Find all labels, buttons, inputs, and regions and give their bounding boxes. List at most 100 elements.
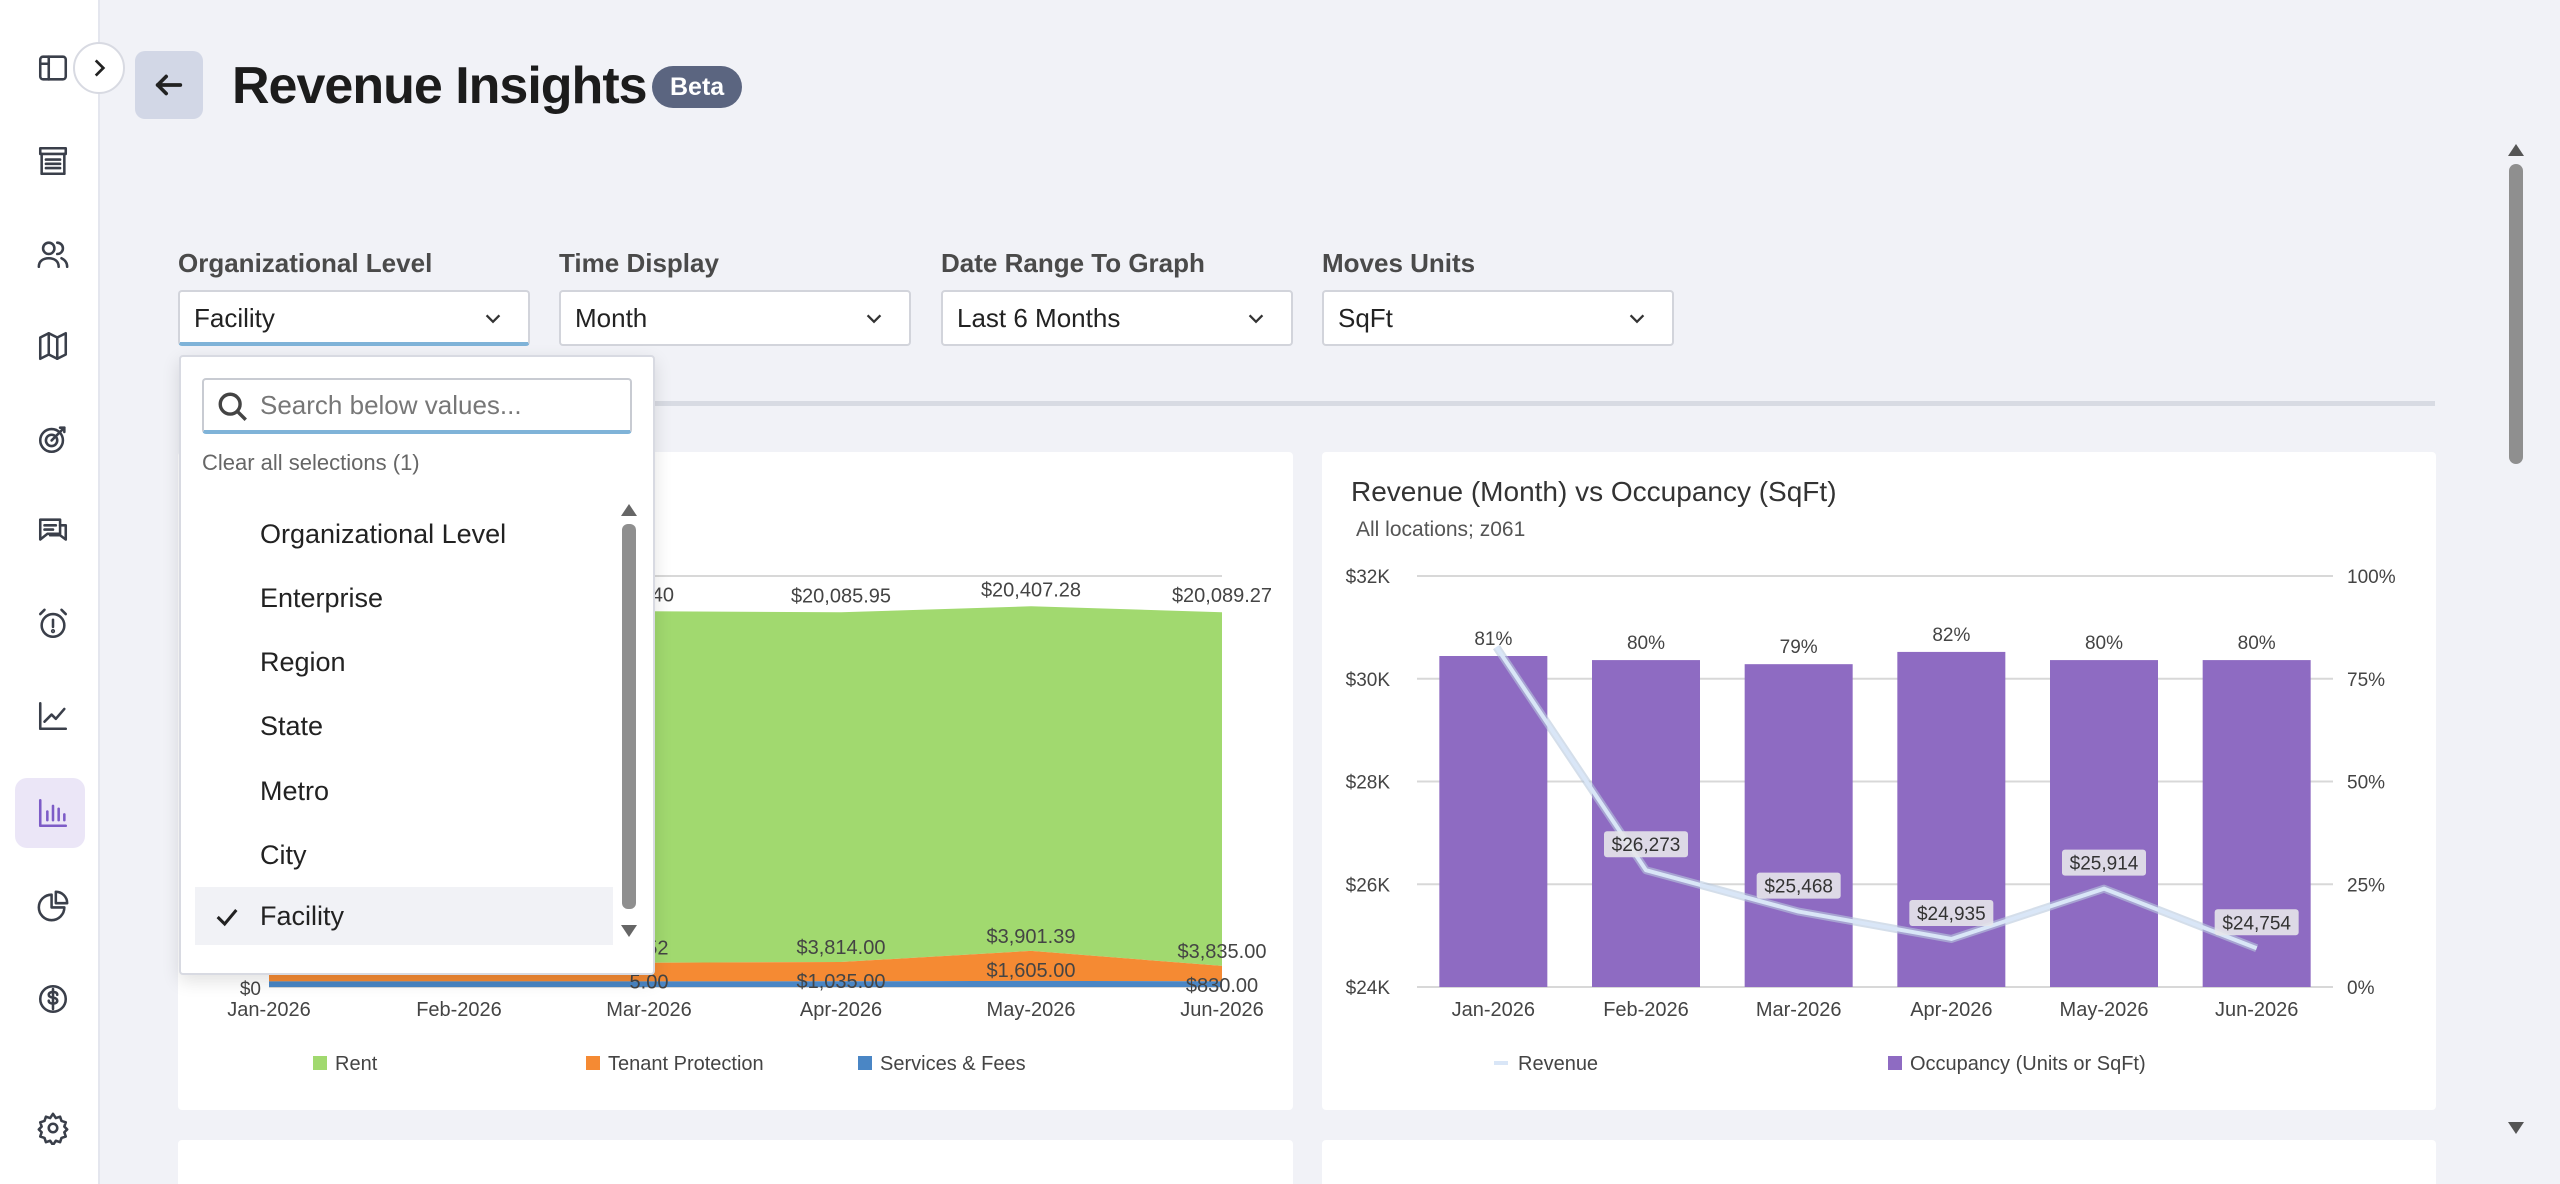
chevron-right-icon [94, 59, 106, 77]
storefront-icon[interactable] [33, 141, 73, 181]
chart-subtitle: All locations; z061 [1356, 518, 1525, 541]
occupancy-label: 79% [1780, 637, 1818, 658]
occupancy-bar [2202, 660, 2311, 987]
chevron-down-icon [1248, 314, 1264, 324]
map-icon[interactable] [33, 326, 73, 366]
low-data-label: 5.00 [630, 972, 669, 994]
left-tick-label: $32K [1346, 567, 1391, 588]
chevron-down-icon [485, 314, 501, 324]
date-range-select[interactable]: Last 6 Months [941, 290, 1293, 346]
revenue-label-bg [1604, 831, 1688, 858]
x-tick-label: Jan-2026 [227, 999, 310, 1021]
y-axis-zero-label: $0 [240, 979, 261, 1000]
dropdown-option-label: Region [260, 647, 346, 677]
dropdown-option-organizational-level[interactable]: Organizational Level [195, 505, 613, 563]
back-button[interactable] [135, 51, 203, 119]
dropdown-option-facility[interactable]: Facility [195, 887, 613, 945]
gear-icon[interactable] [33, 1108, 73, 1148]
legend-swatch [586, 1056, 600, 1070]
mid-data-label: $3,814.00 [797, 937, 886, 959]
target-icon[interactable] [33, 419, 73, 459]
legend-label: Rent [335, 1053, 378, 1075]
dropdown-option-metro[interactable]: Metro [195, 762, 613, 820]
low-data-label: $1,035.00 [797, 971, 886, 993]
trend-line-icon[interactable] [33, 696, 73, 736]
moves-units-select[interactable]: SqFt [1322, 290, 1674, 346]
revenue-data-label: $25,468 [1764, 877, 1833, 898]
occupancy-label: 82% [1932, 625, 1970, 646]
alarm-icon[interactable] [33, 604, 73, 644]
mid-data-label: $3,835.00 [1178, 941, 1267, 963]
chat-icon[interactable] [33, 511, 73, 551]
x-tick-label: May-2026 [987, 999, 1076, 1021]
page-scrollbar[interactable] [2503, 140, 2529, 1138]
left-tick-label: $30K [1346, 670, 1391, 691]
revenue-label-bg [1756, 872, 1841, 899]
page-title: Revenue Insights [232, 57, 648, 115]
users-icon[interactable] [33, 234, 73, 274]
revenue-occupancy-card: Revenue (Month) vs Occupancy (SqFt) All l… [1322, 452, 2436, 1110]
pie-chart-icon[interactable] [33, 886, 73, 926]
chevron-down-icon [866, 314, 882, 324]
time-display-label: Time Display [559, 248, 719, 278]
time-display-select[interactable]: Month [559, 290, 911, 346]
dropdown-option-region[interactable]: Region [195, 633, 613, 691]
sidebar-toggle-icon[interactable] [33, 48, 73, 88]
occupancy-bar [1439, 656, 1548, 987]
clear-selections-link[interactable]: Clear all selections (1) [202, 450, 420, 475]
dropdown-option-label: Metro [260, 776, 330, 806]
low-data-label: $1,605.00 [987, 960, 1076, 982]
expand-sidebar-button[interactable] [73, 42, 125, 94]
right-tick-label: 0% [2347, 978, 2375, 999]
revenue-data-label: $25,914 [2070, 854, 2139, 875]
next-card-right [1322, 1140, 2436, 1184]
active-nav-highlight [15, 778, 85, 848]
scroll-down-arrow[interactable] [2508, 1122, 2524, 1134]
legend-swatch [858, 1056, 872, 1070]
x-tick-label: Mar-2026 [606, 999, 692, 1021]
revenue-label-bg [1909, 899, 1994, 926]
dropdown-option-state[interactable]: State [195, 697, 613, 755]
dropdown-scrollbar[interactable] [617, 502, 641, 947]
revenue-occupancy-chart: Revenue (Month) vs Occupancy (SqFt) All l… [1346, 476, 2396, 1075]
bar-chart-icon[interactable] [33, 793, 73, 833]
x-tick-label: Jun-2026 [1180, 999, 1263, 1021]
occupancy-label: 81% [1474, 629, 1512, 650]
x-tick-label: Apr-2026 [1910, 999, 1992, 1021]
dropdown-scroll-thumb[interactable] [622, 524, 636, 909]
time-display-value: Month [575, 303, 648, 333]
occupancy-bar [1592, 660, 1700, 987]
right-tick-label: 50% [2347, 773, 2385, 794]
legend-swatch [1888, 1056, 1902, 1070]
legend-label: Tenant Protection [608, 1053, 764, 1075]
left-tick-label: $28K [1346, 773, 1391, 794]
legend-label: Occupancy (Units or SqFt) [1910, 1053, 2146, 1075]
legend-label: Services & Fees [880, 1053, 1026, 1075]
dropdown-scroll-down[interactable] [621, 925, 637, 937]
revenue-label-bg [2214, 909, 2299, 936]
chevron-down-icon [1629, 314, 1645, 324]
x-tick-label: Feb-2026 [416, 999, 502, 1021]
checkmark-icon [216, 909, 238, 927]
beta-badge: Beta [652, 66, 743, 108]
x-tick-label: May-2026 [2060, 999, 2149, 1021]
date-range-value: Last 6 Months [957, 303, 1121, 333]
low-data-label: $830.00 [1186, 975, 1258, 997]
scroll-thumb[interactable] [2509, 164, 2523, 464]
dollar-icon[interactable] [33, 979, 73, 1019]
section-divider [650, 401, 2435, 406]
org-level-select[interactable]: Facility [178, 290, 530, 346]
dropdown-search-input[interactable]: Search below values... [202, 378, 632, 434]
dropdown-option-enterprise[interactable]: Enterprise [195, 569, 613, 627]
dropdown-option-label: State [260, 711, 324, 741]
dropdown-option-label: City [260, 840, 307, 870]
scroll-up-arrow[interactable] [2508, 144, 2524, 156]
dropdown-scroll-up[interactable] [621, 504, 637, 516]
date-range-label: Date Range To Graph [941, 248, 1205, 278]
moves-units-value: SqFt [1338, 303, 1393, 333]
dropdown-option-city[interactable]: City [195, 826, 613, 884]
x-tick-label: Jan-2026 [1452, 999, 1535, 1021]
x-tick-label: Mar-2026 [1756, 999, 1842, 1021]
top-data-label: $20,085.95 [791, 585, 891, 607]
search-icon [218, 392, 247, 421]
